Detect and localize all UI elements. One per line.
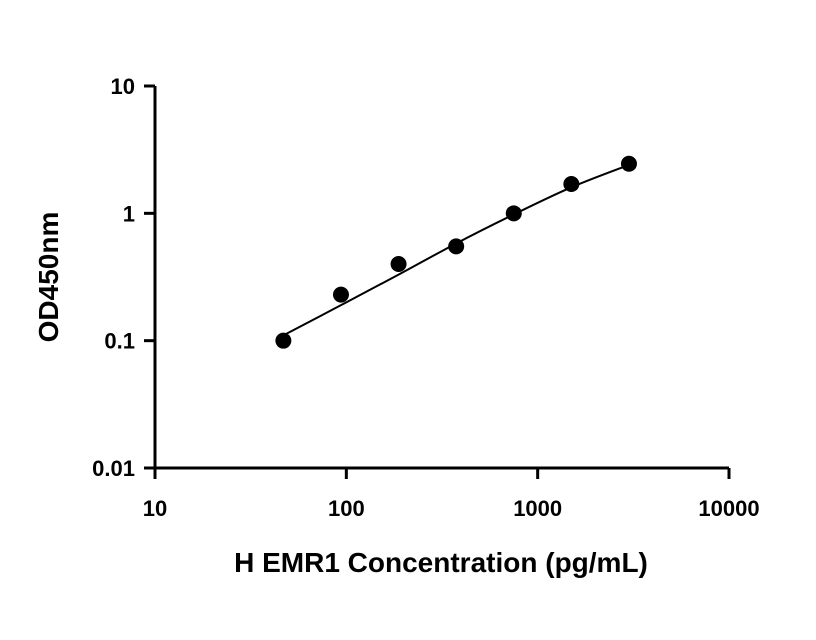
data-point-2 (390, 256, 407, 273)
x-axis-title: H EMR1 Concentration (pg/mL) (234, 547, 648, 578)
data-point-6 (620, 155, 637, 172)
y-tick-label: 10 (111, 74, 135, 99)
y-tick-label: 1 (123, 201, 135, 226)
y-axis-title: OD450nm (33, 212, 64, 343)
data-points-group (275, 155, 637, 349)
data-point-3 (448, 238, 465, 255)
data-point-5 (563, 175, 580, 192)
data-point-0 (275, 332, 292, 349)
x-tick-label: 100 (328, 496, 365, 521)
y-tick-label: 0.1 (104, 329, 135, 354)
data-point-1 (332, 286, 349, 303)
y-tick-label: 0.01 (92, 456, 135, 481)
x-tick-label: 10 (143, 496, 167, 521)
data-point-4 (505, 205, 522, 222)
x-tick-label: 10000 (698, 496, 759, 521)
x-tick-label: 1000 (513, 496, 562, 521)
axes: 0.01 0.1 1 10 10 100 1000 10000 (92, 74, 759, 521)
